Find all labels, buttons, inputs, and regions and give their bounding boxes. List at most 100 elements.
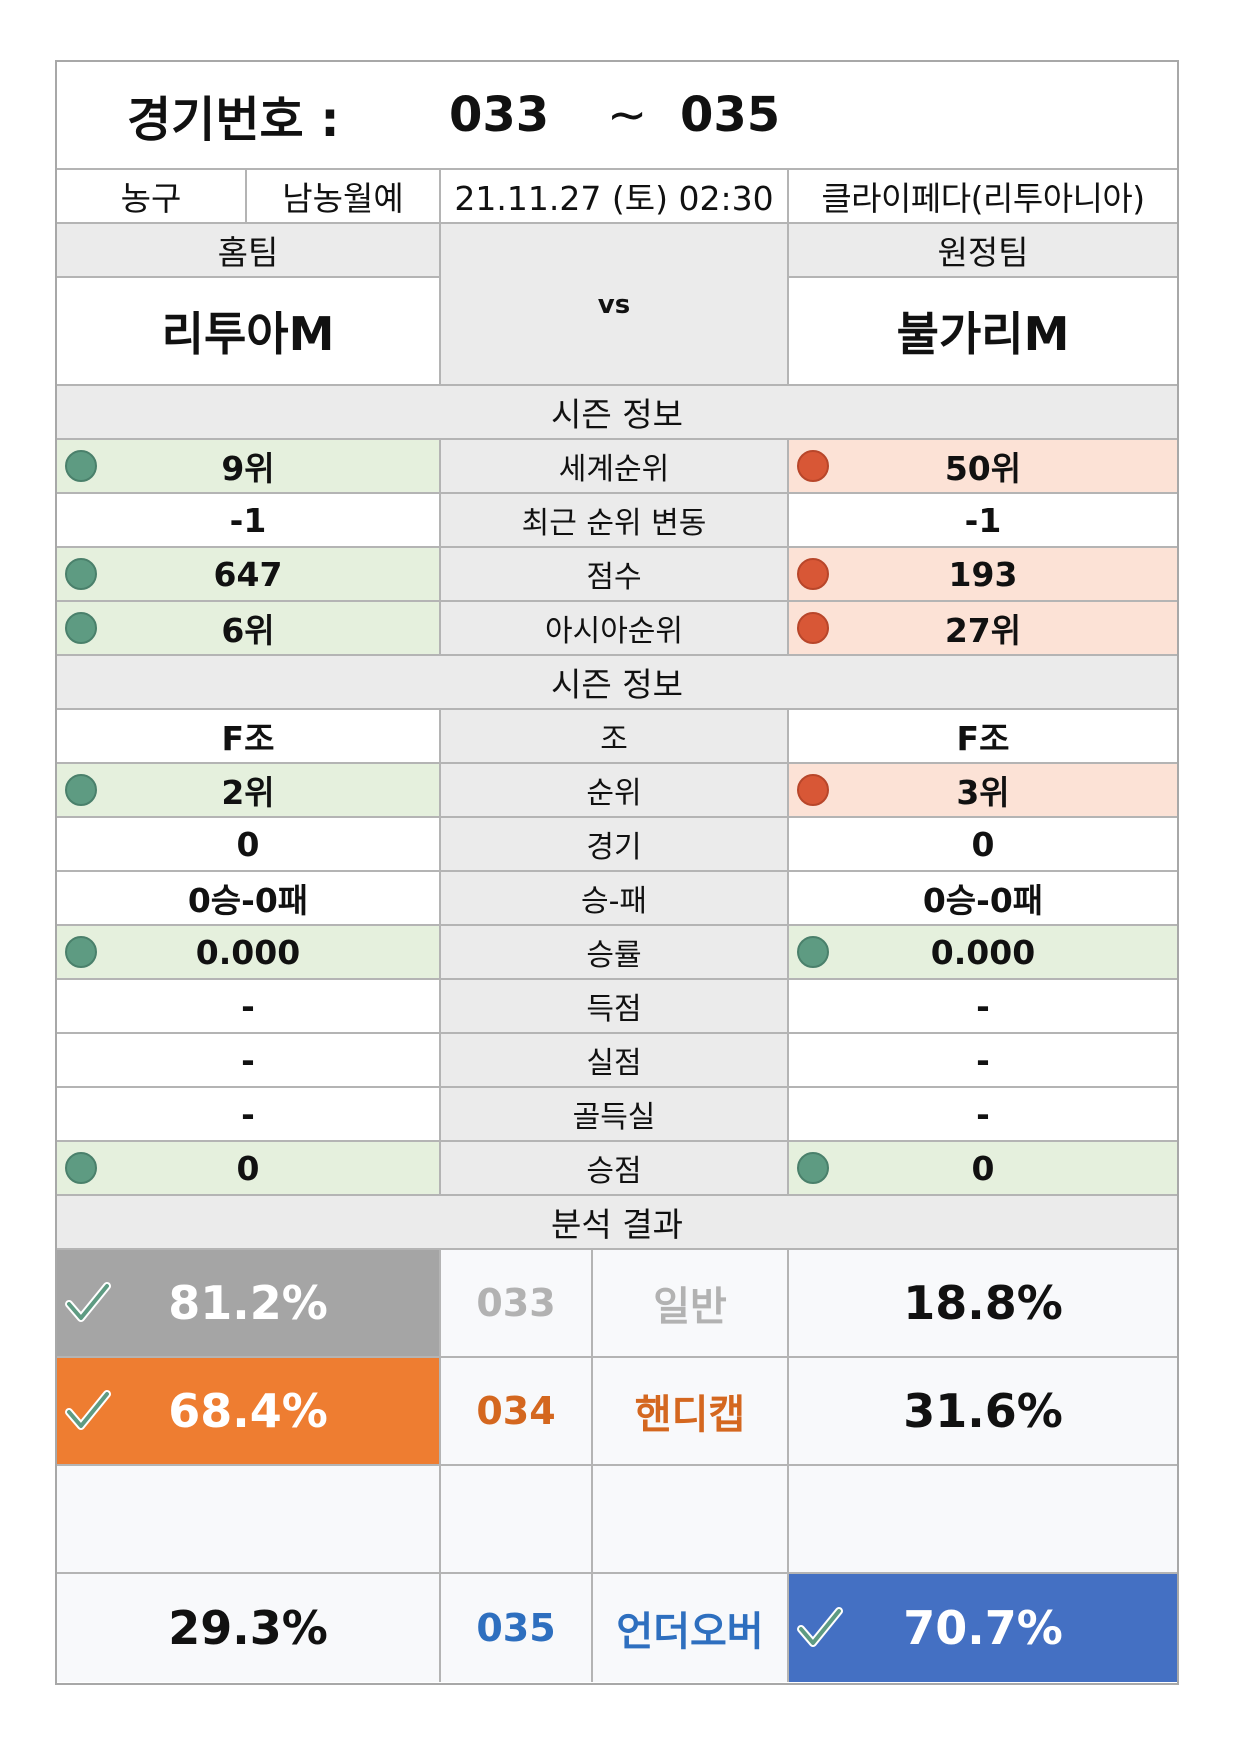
home-stat-value: 647 — [57, 548, 441, 602]
away-stat-value: 193 — [789, 548, 1177, 602]
away-team-name: 불가리M — [789, 278, 1177, 386]
home-stat-text: -1 — [229, 500, 267, 540]
away-stat-text: - — [976, 1094, 990, 1134]
away-probability: 18.8% — [789, 1250, 1177, 1358]
checkmark-icon — [797, 1607, 843, 1647]
home-stat-value: 9위 — [57, 440, 441, 494]
home-stat-value: -1 — [57, 494, 441, 548]
home-stat-text: 0 — [236, 1148, 260, 1188]
away-probability-text: 18.8% — [903, 1276, 1063, 1330]
bet-type: 일반 — [593, 1250, 789, 1358]
away-stat-text: -1 — [964, 500, 1002, 540]
stat-label: 세계순위 — [441, 440, 789, 494]
away-team-label: 원정팀 — [789, 224, 1177, 278]
home-stat-value: 2위 — [57, 764, 441, 818]
home-probability: 68.4% — [57, 1358, 441, 1466]
stat-label: 최근 순위 변동 — [441, 494, 789, 548]
away-stat-text: 50위 — [944, 449, 1022, 488]
green-indicator-icon — [797, 936, 829, 968]
away-stat-text: 0 — [971, 824, 995, 864]
away-stat-value: -1 — [789, 494, 1177, 548]
green-indicator-icon — [797, 1152, 829, 1184]
away-stat-value: 27위 — [789, 602, 1177, 656]
home-stat-value: 0승-0패 — [57, 872, 441, 926]
home-stat-text: - — [241, 1094, 255, 1134]
home-probability: 81.2% — [57, 1250, 441, 1358]
away-stat-text: F조 — [956, 719, 1010, 758]
away-probability-text: 31.6% — [903, 1384, 1063, 1438]
bet-type — [593, 1466, 789, 1574]
away-stat-value: 0승-0패 — [789, 872, 1177, 926]
home-stat-value: - — [57, 1088, 441, 1142]
away-stat-value: 3위 — [789, 764, 1177, 818]
green-indicator-icon — [65, 450, 97, 482]
bet-code: 033 — [441, 1250, 593, 1358]
away-stat-value: 0 — [789, 818, 1177, 872]
home-stat-text: 9위 — [221, 449, 275, 488]
home-probability: 29.3% — [57, 1574, 441, 1682]
home-team-name: 리투아M — [57, 278, 441, 386]
section-title-season-info: 시즌 정보 — [57, 386, 1177, 440]
home-stat-value: - — [57, 980, 441, 1034]
match-sheet: 경기번호 : 033 ~ 035 농구 남농월예 21.11.27 (토) 02… — [55, 60, 1179, 1685]
green-indicator-icon — [65, 612, 97, 644]
away-stat-text: 0 — [971, 1148, 995, 1188]
away-stat-text: 0.000 — [930, 932, 1036, 972]
checkmark-icon — [65, 1390, 111, 1430]
away-stat-value: 50위 — [789, 440, 1177, 494]
red-indicator-icon — [797, 612, 829, 644]
stat-label: 승점 — [441, 1142, 789, 1196]
range-start: 033 — [449, 87, 550, 143]
bet-type: 언더오버 — [593, 1574, 789, 1682]
home-stat-text: 647 — [213, 554, 283, 594]
away-probability: 70.7% — [789, 1574, 1177, 1682]
bet-type: 핸디캡 — [593, 1358, 789, 1466]
stat-label: 아시아순위 — [441, 602, 789, 656]
stat-label: 점수 — [441, 548, 789, 602]
home-stat-text: 0 — [236, 824, 260, 864]
home-stat-text: - — [241, 986, 255, 1026]
away-stat-text: 193 — [948, 554, 1018, 594]
away-stat-text: 0승-0패 — [922, 881, 1044, 920]
home-probability-text: 81.2% — [168, 1276, 328, 1330]
stat-label: 순위 — [441, 764, 789, 818]
match-number-label: 경기번호 : — [127, 92, 340, 148]
stat-label: 골득실 — [441, 1088, 789, 1142]
range-end: 035 — [680, 87, 781, 143]
away-stat-value: F조 — [789, 710, 1177, 764]
home-team-label: 홈팀 — [57, 224, 441, 278]
sport-cell: 농구 — [57, 170, 247, 224]
league-cell: 남농월예 — [247, 170, 441, 224]
green-indicator-icon — [65, 774, 97, 806]
venue-cell: 클라이페다(리투아니아) — [789, 170, 1177, 224]
home-stat-text: 6위 — [221, 611, 275, 650]
away-stat-value: 0.000 — [789, 926, 1177, 980]
green-indicator-icon — [65, 558, 97, 590]
bet-code: 034 — [441, 1358, 593, 1466]
green-indicator-icon — [65, 936, 97, 968]
home-stat-value: - — [57, 1034, 441, 1088]
home-probability-text: 29.3% — [168, 1601, 328, 1655]
datetime-cell: 21.11.27 (토) 02:30 — [441, 170, 789, 224]
home-stat-value: 0 — [57, 1142, 441, 1196]
stat-label: 조 — [441, 710, 789, 764]
home-stat-value: 0 — [57, 818, 441, 872]
away-probability — [789, 1466, 1177, 1574]
section-title-analysis: 분석 결과 — [57, 1196, 1177, 1250]
match-number-header: 경기번호 : 033 ~ 035 — [57, 62, 1177, 170]
red-indicator-icon — [797, 774, 829, 806]
red-indicator-icon — [797, 450, 829, 482]
home-stat-text: 0.000 — [195, 932, 301, 972]
away-probability-text: 70.7% — [903, 1601, 1063, 1655]
stat-label: 득점 — [441, 980, 789, 1034]
bet-code: 035 — [441, 1574, 593, 1682]
away-stat-value: - — [789, 1034, 1177, 1088]
section-title-group-info: 시즌 정보 — [57, 656, 1177, 710]
away-stat-text: 3위 — [956, 773, 1010, 812]
home-stat-text: - — [241, 1040, 255, 1080]
away-stat-value: - — [789, 1088, 1177, 1142]
away-probability: 31.6% — [789, 1358, 1177, 1466]
green-indicator-icon — [65, 1152, 97, 1184]
away-stat-text: - — [976, 986, 990, 1026]
vs-cell: vs — [441, 224, 789, 386]
